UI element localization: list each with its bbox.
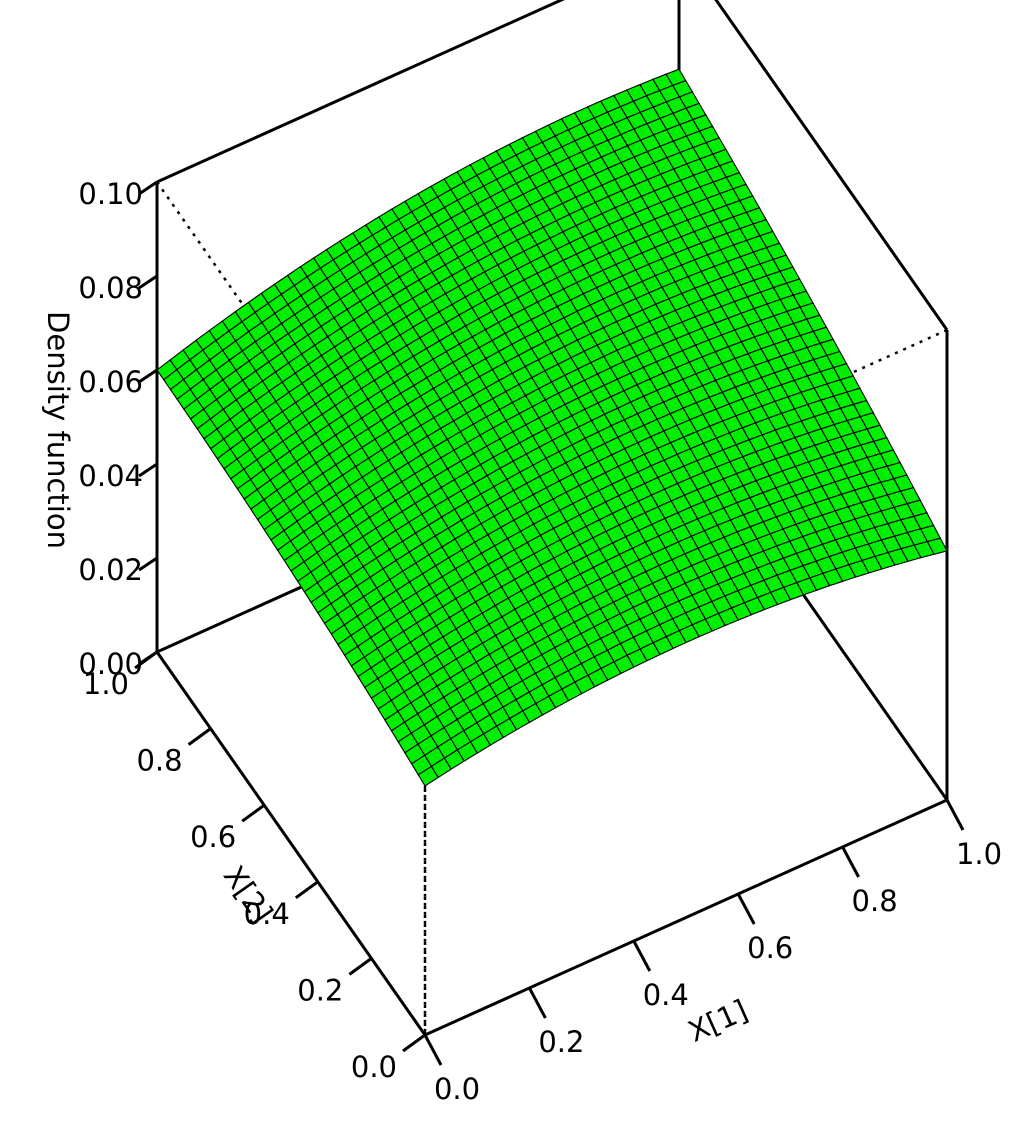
z-axis-tick: [138, 180, 158, 196]
axis-ticks: 0.00.20.40.60.81.00.00.20.40.60.81.00.00…: [78, 177, 1002, 1106]
x-axis-tick: [841, 846, 860, 878]
z-axis-tick-label: 0.00: [78, 647, 143, 681]
y-axis-tick-label: 0.6: [190, 820, 236, 854]
x-axis-tick: [736, 893, 756, 925]
x-axis-tick: [528, 987, 547, 1019]
z-axis-tick-label: 0.10: [78, 177, 143, 211]
z-axis-tick-label: 0.08: [78, 271, 143, 305]
x-axis-tick-label: 0.0: [434, 1072, 480, 1106]
y-axis-tick: [348, 957, 373, 976]
z-axis-tick: [138, 650, 158, 666]
y-axis-tick-label: 0.4: [244, 897, 290, 931]
x-axis-tick: [945, 799, 965, 831]
x-axis-tick: [423, 1034, 443, 1066]
x-axis-tick: [632, 940, 652, 972]
z-axis-tick-label: 0.04: [78, 459, 143, 493]
x-axis-tick-label: 0.2: [538, 1025, 584, 1059]
surface-facet: [417, 765, 439, 787]
y-axis-tick-label: 0.2: [297, 973, 343, 1007]
y-axis-tick: [241, 803, 266, 823]
y-axis-tick: [402, 1033, 426, 1053]
y-axis-tick-label: 0.8: [136, 744, 182, 778]
z-axis-tick: [138, 556, 158, 572]
box-edge: [156, 0, 565, 184]
y-axis-tick: [294, 880, 319, 900]
box-edge: [155, 651, 427, 1036]
density-surface: [156, 68, 948, 787]
z-axis-tick: [138, 462, 158, 478]
x-axis-tick-label: 1.0: [956, 837, 1002, 871]
x-axis-tick-label: 0.4: [643, 978, 689, 1012]
z-axis-tick: [138, 368, 158, 384]
y-axis-tick: [187, 727, 212, 746]
x-axis-tick-label: 0.8: [852, 884, 898, 918]
z-axis-tick: [138, 274, 158, 290]
box-edge: [714, 0, 949, 331]
z-axis-tick-label: 0.02: [78, 553, 143, 587]
y-axis-tick-label: 0.0: [351, 1050, 397, 1084]
y-axis-tick-label: 1.0: [83, 667, 129, 701]
box-edge: [424, 798, 948, 1037]
x-axis-title: X[1]: [683, 993, 753, 1049]
z-axis-tick-label: 0.06: [78, 365, 143, 399]
x-axis-tick-label: 0.6: [747, 931, 793, 965]
z-axis-title: Density function: [41, 311, 75, 549]
